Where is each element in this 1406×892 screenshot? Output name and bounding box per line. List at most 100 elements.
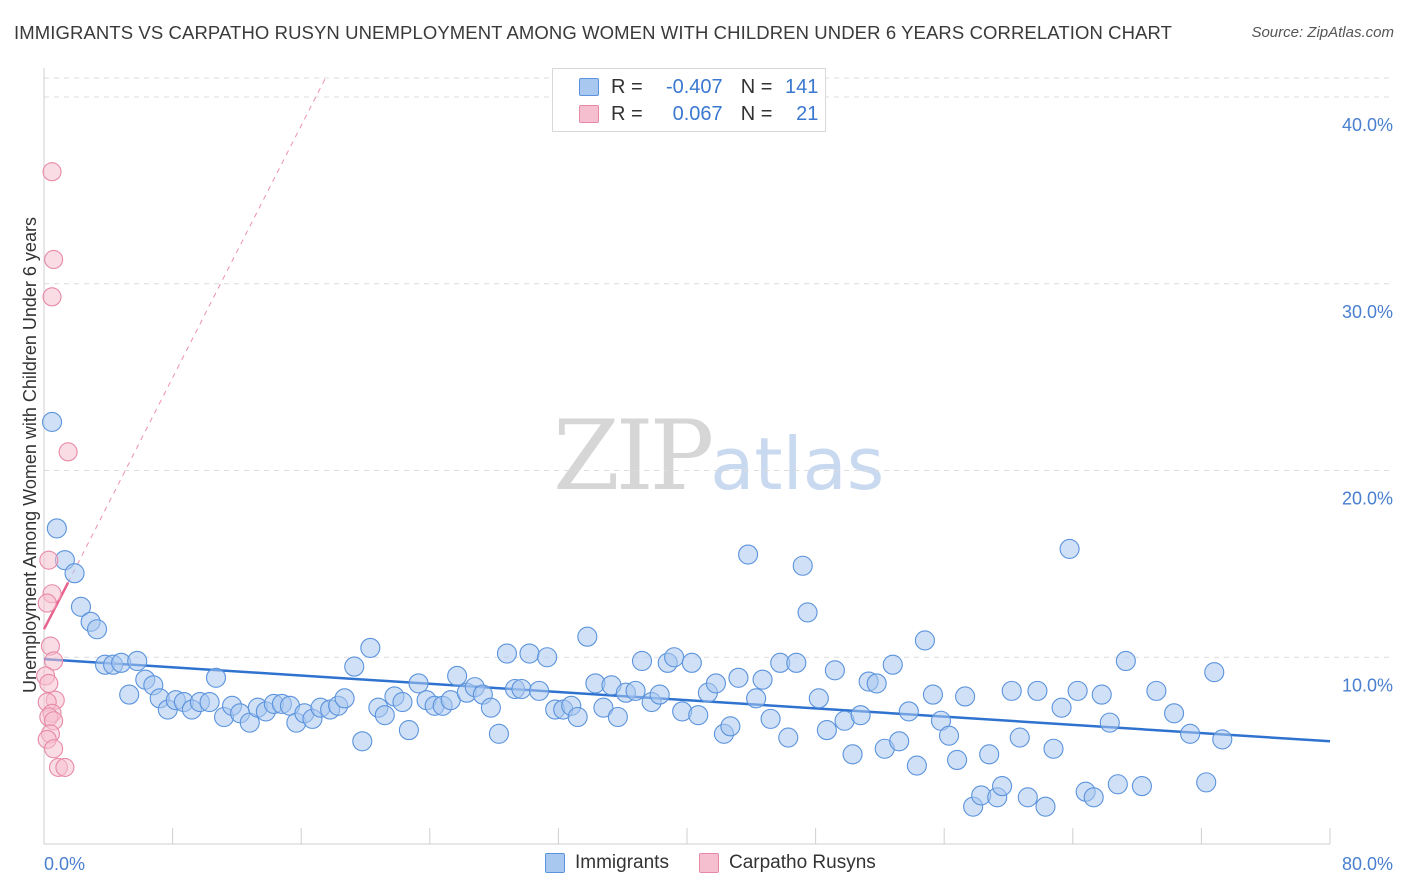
immigrants-point: [511, 678, 532, 700]
rusyn-point: [39, 550, 59, 570]
immigrants-point: [688, 705, 709, 726]
immigrants-point: [938, 725, 960, 746]
immigrants-point: [529, 680, 550, 701]
immigrants-point: [1051, 697, 1072, 718]
immigrants-point: [649, 684, 670, 705]
x-tick-label: 0.0%: [44, 854, 85, 874]
immigrants-point: [866, 673, 887, 694]
immigrants-point: [728, 667, 749, 688]
immigrants-point: [906, 755, 927, 776]
rusyn-point: [44, 249, 64, 270]
immigrants-point: [352, 731, 373, 752]
immigrants-point: [1099, 712, 1120, 733]
legend-item-immigrants[interactable]: Immigrants: [545, 852, 669, 874]
immigrants-point: [625, 680, 646, 701]
immigrants-point: [631, 650, 653, 672]
immigrants-point: [922, 684, 943, 705]
immigrants-point: [360, 637, 381, 658]
immigrants-point: [1001, 680, 1022, 701]
y-tick-label: 20.0%: [1342, 489, 1393, 509]
immigrants-point: [898, 701, 919, 722]
immigrants-point: [850, 705, 871, 726]
immigrants-point: [1204, 662, 1225, 683]
immigrants-point: [1115, 650, 1136, 672]
rusyn-point: [42, 162, 62, 182]
immigrants-point: [1146, 680, 1167, 701]
immigrants-point: [519, 643, 540, 664]
rusyn-point: [37, 593, 57, 613]
immigrants-point: [408, 673, 429, 694]
immigrants-point: [1131, 776, 1152, 797]
immigrants-point: [64, 563, 85, 584]
rusyn-point: [39, 673, 59, 693]
tick-labels: 10.0% 20.0% 30.0% 40.0% 0.0% 80.0%: [44, 115, 1393, 874]
immigrants-point: [496, 643, 518, 664]
series-legend: Immigrants Carpatho Rusyns: [545, 852, 906, 874]
immigrants-point: [1180, 723, 1201, 744]
immigrants-point: [786, 652, 807, 673]
chart-title: IMMIGRANTS VS CARPATHO RUSYN UNEMPLOYMEN…: [14, 22, 1173, 43]
watermark-atlas: atlas: [710, 422, 885, 506]
x-tick-label: 80.0%: [1342, 854, 1393, 874]
immigrants-point: [1067, 680, 1088, 701]
immigrants-point: [705, 673, 726, 694]
immigrants-point: [205, 667, 227, 688]
immigrants-point: [1091, 684, 1112, 705]
y-tick-label: 30.0%: [1342, 302, 1393, 322]
immigrants-point: [824, 660, 845, 681]
axes: [43, 68, 1331, 845]
legend-swatch-immigrants: [545, 853, 565, 873]
legend-r-value: 0.067: [672, 102, 723, 125]
immigrants-point: [792, 555, 813, 576]
immigrants-point: [720, 716, 741, 737]
immigrants-point: [889, 731, 910, 752]
immigrants-point: [392, 692, 413, 713]
trend-lines: [42, 78, 1331, 743]
immigrants-point: [1107, 774, 1128, 795]
immigrants-point: [882, 654, 903, 675]
immigrants-point: [1164, 703, 1185, 724]
immigrants-point: [979, 744, 1000, 765]
immigrants-point: [41, 411, 63, 432]
immigrants-point: [1017, 787, 1038, 808]
immigrants-point: [778, 727, 799, 748]
watermark: ZIPatlas: [553, 400, 884, 512]
rusyn-trend-extension: [67, 78, 326, 583]
rusyn-point: [44, 651, 64, 671]
legend-swatch-rusyns: [579, 105, 599, 123]
immigrants-point: [374, 705, 395, 726]
legend-row-immigrants: R = -0.407 N = 141: [553, 74, 818, 100]
legend-item-rusyns[interactable]: Carpatho Rusyns: [698, 852, 876, 874]
immigrants-points: [41, 411, 1233, 817]
rusyn-points: [36, 162, 78, 777]
immigrants-point: [537, 647, 558, 668]
immigrants-point: [664, 647, 685, 668]
immigrants-point: [567, 706, 588, 728]
immigrants-point: [593, 697, 614, 718]
immigrants-point: [797, 602, 818, 623]
legend-n-label: N =: [740, 75, 773, 98]
legend-label-rusyns: Carpatho Rusyns: [728, 852, 876, 873]
legend-swatch-immigrants: [579, 78, 599, 96]
immigrants-point: [752, 669, 773, 690]
immigrants-point: [46, 518, 67, 539]
immigrants-point: [1212, 729, 1233, 750]
immigrants-point: [955, 686, 976, 707]
legend-n-value: 21: [796, 102, 819, 125]
immigrants-point: [607, 706, 628, 728]
rusyn-point: [55, 757, 75, 777]
legend-swatch-rusyns: [698, 853, 719, 873]
legend-n-value: 141: [785, 75, 819, 98]
immigrants-point: [70, 596, 92, 617]
immigrants-point: [1027, 680, 1048, 701]
immigrants-point: [1083, 787, 1104, 808]
legend-n-label: N =: [740, 102, 773, 125]
legend-r-label: R =: [611, 75, 643, 98]
legend-r-label: R =: [611, 102, 643, 125]
immigrants-point: [808, 688, 829, 709]
y-tick-label: 40.0%: [1342, 115, 1393, 135]
immigrants-point: [681, 652, 702, 673]
y-tick-label: 10.0%: [1342, 675, 1393, 695]
immigrants-point: [947, 749, 968, 771]
